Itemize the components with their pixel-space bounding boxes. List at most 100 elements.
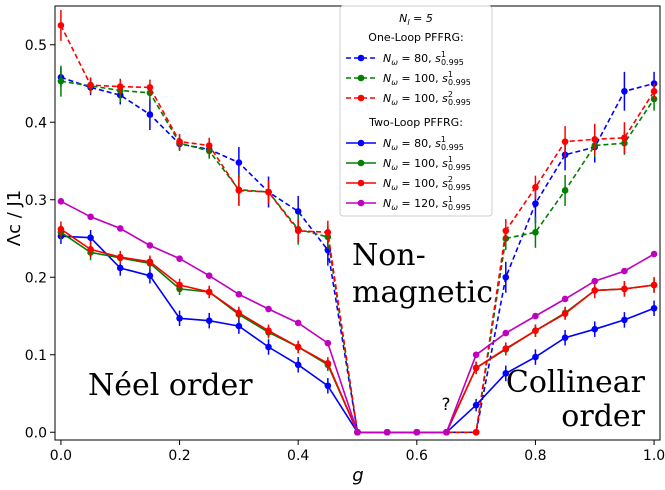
data-point bbox=[413, 428, 421, 436]
series-layer bbox=[57, 9, 658, 436]
data-point bbox=[146, 111, 154, 118]
data-point bbox=[146, 258, 154, 266]
data-point bbox=[205, 142, 213, 149]
legend-label: Nω = 120, s1 0.995 bbox=[383, 195, 471, 212]
data-point bbox=[146, 242, 154, 249]
data-point bbox=[472, 401, 480, 409]
data-point bbox=[561, 310, 569, 317]
x-tick-label: 0.8 bbox=[524, 448, 546, 464]
data-point bbox=[87, 234, 94, 242]
data-point bbox=[502, 273, 510, 281]
data-point bbox=[176, 281, 183, 289]
data-point bbox=[176, 138, 183, 145]
data-point bbox=[532, 327, 539, 335]
neel-order-label: Néel order bbox=[88, 368, 253, 403]
data-point bbox=[532, 353, 539, 361]
collinear-label-line2: order bbox=[561, 399, 645, 434]
legend-entry-4: Nω = 100, s1 0.995 bbox=[346, 155, 471, 172]
x-tick-label: 0.4 bbox=[287, 448, 309, 464]
data-point bbox=[591, 277, 599, 285]
y-tick-label: 0.4 bbox=[25, 115, 47, 131]
nonmagnetic-label-line1: Non- bbox=[352, 238, 426, 273]
nonmagnetic-label-line2: magnetic bbox=[352, 275, 493, 310]
data-point bbox=[294, 343, 302, 351]
data-point bbox=[205, 272, 213, 280]
data-point bbox=[591, 325, 599, 333]
data-point bbox=[294, 361, 302, 369]
legend-marker bbox=[357, 94, 365, 102]
data-point bbox=[57, 22, 65, 29]
data-point bbox=[116, 253, 124, 261]
legend-label: Nω = 80, s1 0.995 bbox=[383, 135, 464, 152]
legend-label: Nω = 100, s1 0.995 bbox=[383, 155, 471, 172]
data-point bbox=[265, 343, 272, 351]
data-point bbox=[235, 309, 243, 317]
y-tick-label: 0.0 bbox=[25, 425, 47, 441]
data-point bbox=[532, 312, 539, 320]
data-point bbox=[532, 184, 539, 191]
data-point bbox=[116, 225, 124, 232]
data-point bbox=[57, 77, 65, 85]
data-point bbox=[472, 351, 480, 359]
data-point bbox=[621, 87, 628, 95]
legend-marker bbox=[357, 199, 365, 207]
legend: Nl = 5 One-Loop PFFRG: Two-Loop PFFRG: N… bbox=[339, 5, 493, 217]
data-point bbox=[532, 229, 539, 236]
y-tick-label: 0.3 bbox=[25, 193, 47, 209]
legend-label: Nω = 100, s2 0.995 bbox=[383, 175, 471, 192]
data-point bbox=[57, 225, 65, 233]
data-point bbox=[324, 359, 332, 367]
legend-header: Nl = 5 bbox=[399, 12, 433, 27]
data-point bbox=[650, 87, 658, 95]
legend-marker bbox=[357, 74, 365, 82]
legend-box bbox=[339, 5, 493, 217]
legend-marker bbox=[357, 54, 365, 62]
data-point bbox=[472, 364, 480, 372]
legend-label: Nω = 100, s2 0.995 bbox=[383, 90, 471, 107]
data-point bbox=[87, 81, 94, 89]
data-point bbox=[265, 188, 272, 196]
x-tick-label: 0.2 bbox=[168, 448, 190, 464]
data-point bbox=[650, 250, 658, 258]
series-line bbox=[60, 80, 655, 434]
data-point bbox=[621, 267, 628, 275]
y-tick-label: 0.1 bbox=[25, 348, 47, 364]
data-point bbox=[561, 334, 569, 342]
data-point bbox=[591, 136, 599, 143]
data-point bbox=[294, 208, 302, 215]
data-point bbox=[116, 83, 124, 90]
legend-entry-6: Nω = 120, s1 0.995 bbox=[346, 195, 471, 212]
ticks-layer: 0.0 0.2 0.4 0.6 0.8 1.0 0.0 0.1 0.2 0.3 0.4 0.5 bbox=[25, 38, 665, 464]
legend-label: Nω = 100, s1 0.995 bbox=[383, 70, 471, 87]
data-point bbox=[235, 159, 243, 166]
legend-marker bbox=[357, 139, 365, 147]
data-point bbox=[532, 200, 539, 207]
x-tick-label: 1.0 bbox=[643, 448, 665, 464]
data-point bbox=[621, 134, 628, 142]
legend-entry-0: Nω = 80, s1 0.995 bbox=[346, 50, 464, 67]
data-point bbox=[324, 339, 332, 347]
legend-entry-1: Nω = 100, s1 0.995 bbox=[346, 70, 471, 87]
data-point bbox=[87, 246, 94, 253]
series-two-loop-6 bbox=[57, 198, 658, 436]
data-point bbox=[87, 213, 94, 221]
series-line bbox=[60, 25, 655, 434]
y-tick-label: 0.5 bbox=[25, 38, 47, 54]
data-point bbox=[383, 428, 391, 436]
data-point bbox=[443, 428, 450, 436]
data-point bbox=[205, 288, 213, 296]
data-point bbox=[650, 281, 658, 289]
legend-entry-3: Nω = 80, s1 0.995 bbox=[346, 135, 464, 152]
data-point bbox=[176, 255, 183, 262]
legend-entries: Nω = 80, s1 0.995 Nω = 100, s1 0.995 Nω = 10… bbox=[346, 50, 471, 212]
x-tick-label: 0.6 bbox=[406, 448, 428, 464]
data-point bbox=[265, 305, 272, 313]
data-point bbox=[591, 287, 599, 294]
data-point bbox=[294, 319, 302, 327]
data-point bbox=[354, 428, 361, 436]
data-point bbox=[265, 327, 272, 335]
collinear-label-line1: Collinear bbox=[506, 365, 646, 400]
data-point bbox=[235, 322, 243, 330]
legend-group-two-loop: Two-Loop PFFRG: bbox=[368, 116, 463, 129]
